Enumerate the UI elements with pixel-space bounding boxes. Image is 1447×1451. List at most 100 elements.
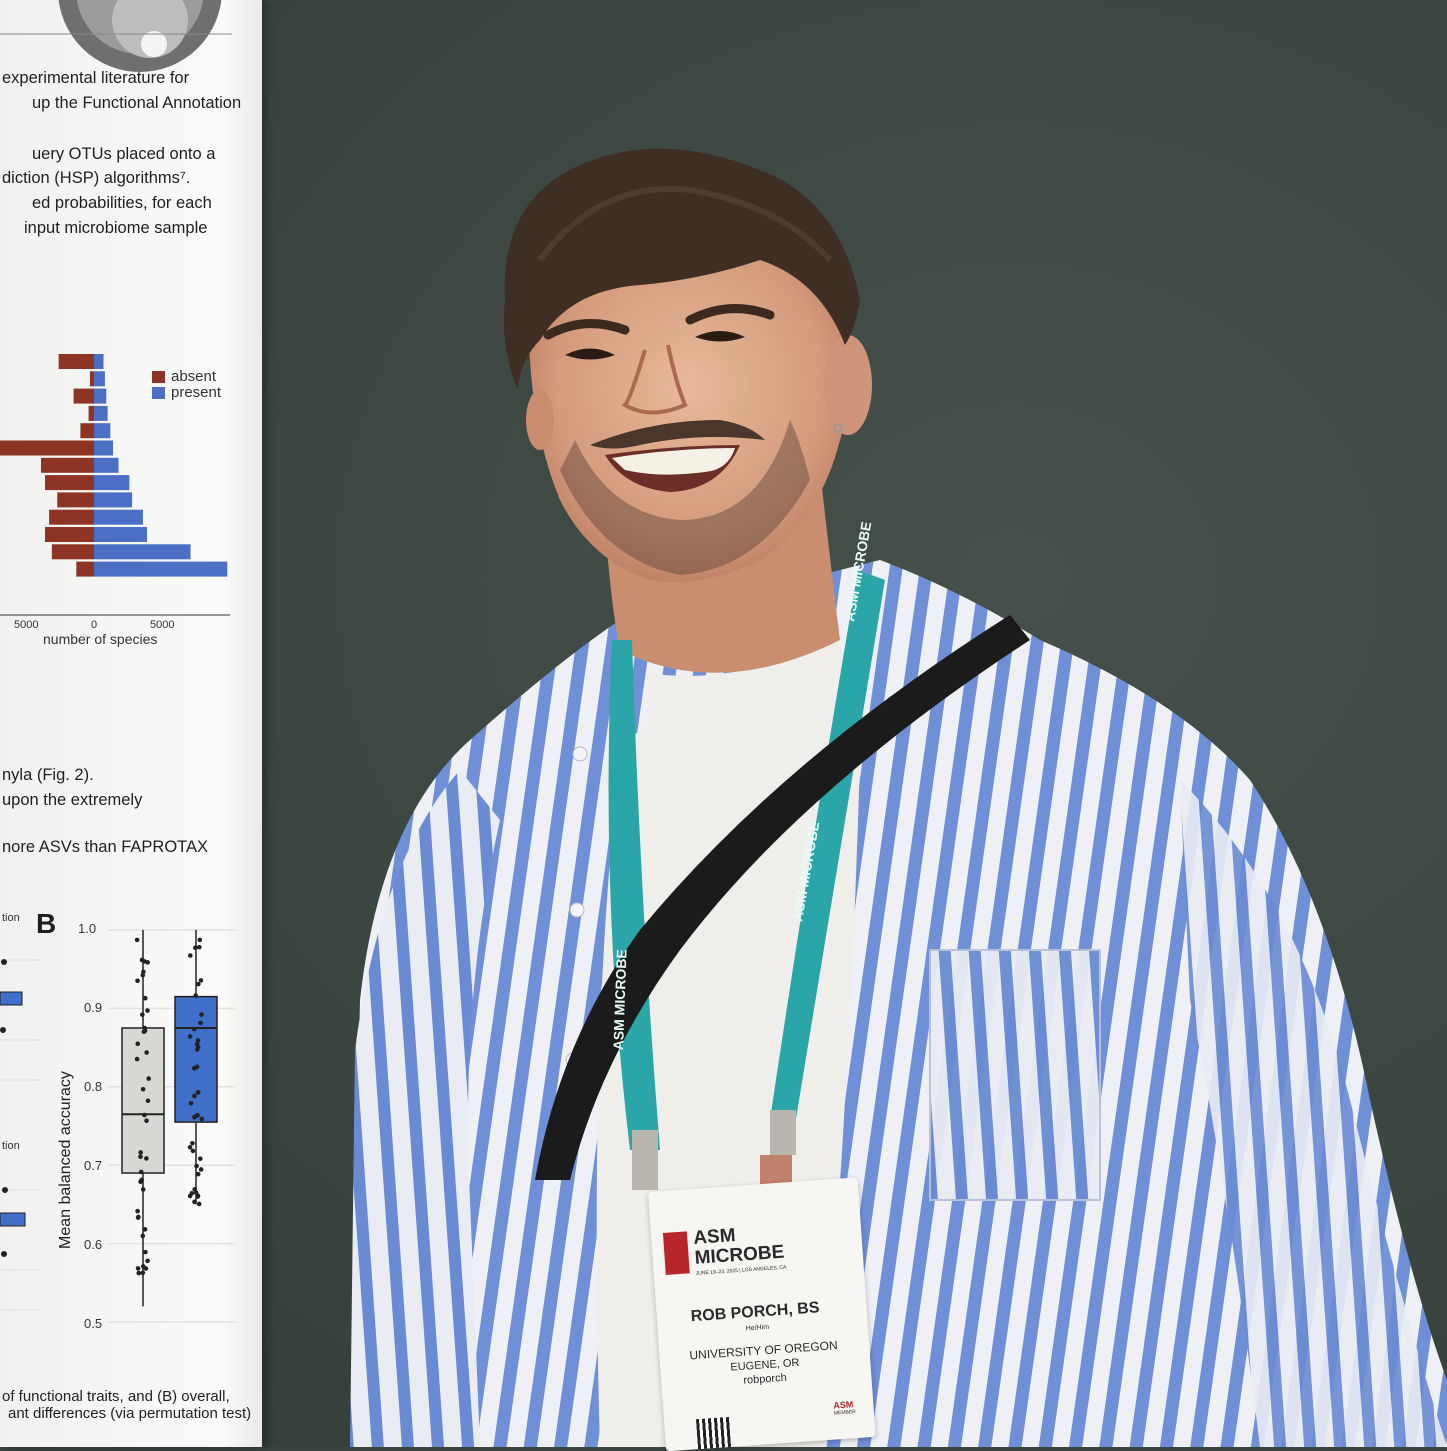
box-point [194,1163,199,1169]
bar-absent [45,475,94,491]
y-tick-label: 0.7 [84,1158,103,1173]
box-point [142,995,148,1001]
box-point [187,1034,193,1039]
x-tick-label: 5000 [150,619,175,631]
box-point [197,937,203,943]
box-point [195,1112,200,1118]
poster-text-line: experimental literature for [2,69,190,87]
bar-present [94,440,114,456]
box-point [142,1028,148,1034]
box-point [193,993,198,998]
box-point [139,1177,144,1183]
box-point [142,1227,148,1232]
bar-absent [57,492,94,508]
badge-name: ROB PORCH, BS [690,1299,820,1326]
box-point [198,978,204,983]
box-point [136,1214,141,1220]
box-point [145,1098,151,1104]
bar-absent [51,544,94,560]
box-point [135,1041,141,1047]
box-point [140,1187,146,1192]
box-point [144,1050,149,1055]
bar-absent [76,561,94,577]
box-point [140,1012,145,1017]
box-point [143,1249,148,1255]
y-tick-label: 0.8 [84,1079,103,1094]
box-point [140,972,146,978]
box-point [144,1156,149,1161]
box-point [138,1150,143,1155]
panel-label-b: B [36,908,57,939]
poster-text-line: diction (HSP) algorithms⁷. [2,169,191,187]
box-point [136,1270,142,1276]
accuracy-boxplot [108,929,235,1323]
box-point [140,1270,146,1276]
box-point [142,1112,147,1118]
box-point [140,1264,146,1269]
box-point [134,937,140,943]
box-point [138,1169,144,1175]
box-point [193,1190,199,1195]
y-tick-label: 0.5 [84,1316,103,1331]
legend-absent-swatch [152,371,165,383]
asm-logo-icon [662,1231,690,1275]
box-point [198,1020,203,1026]
bar-absent [45,527,94,542]
bar-present [94,492,133,508]
poster-text-line: upon the extremely [2,791,143,809]
box-point [145,1008,150,1013]
y-tick-label: 1.0 [78,921,97,936]
bar-absent [88,405,94,421]
poster-top-diagram [0,0,232,72]
box-point [192,1093,197,1099]
bag-strap [535,615,1030,1180]
research-poster: experimental literature for up the Funct… [0,0,262,1447]
box-point [199,1012,204,1017]
box-point [196,1201,202,1207]
poster-text-line: nore ASVs than FAPROTAX [2,838,209,856]
box-point [199,1116,205,1122]
box-point [190,1148,196,1154]
bar-absent [73,388,94,404]
qr-code-icon [695,1416,732,1450]
poster-caption-line: of functional traits, and (B) overall, [2,1388,230,1405]
bar-absent [49,509,94,525]
box-body [121,1027,165,1174]
bar-present [94,475,130,491]
legend-absent-label: absent [171,368,217,385]
poster-text-line: uery OTUs placed onto a [32,145,216,163]
box-point [198,1167,204,1172]
box-point [193,945,198,951]
box-point [190,1140,195,1146]
box-point [188,1100,194,1106]
species-bar-chart [0,354,230,616]
bar-present [94,423,111,439]
badge-member-sub: MEMBER [833,1409,857,1417]
badge-city: EUGENE, OR [730,1356,800,1374]
box-point [145,1258,150,1264]
box-point [138,1154,143,1160]
bar-present [94,371,105,387]
bar-absent [58,354,94,369]
lanyard-text: ASM MICROBE [610,948,630,1051]
bar-present [94,457,119,473]
bar-absent [40,457,94,473]
box-point [191,1026,197,1032]
box-point [146,1076,151,1081]
badge-handle: robporch [742,1371,788,1387]
box-point [195,1171,201,1177]
bar-present [94,354,104,369]
x-tick-label: 0 [91,619,98,631]
poster-text-line: nyla (Fig. 2). [2,766,94,784]
x-axis-label: number of species [43,631,158,647]
box-body [174,995,218,1123]
box-point [195,1194,200,1199]
box-point [135,1208,140,1214]
box-point [134,1056,140,1062]
box-point [195,1038,201,1043]
bar-present [94,561,228,577]
badge-pronouns: He/Him [745,1323,770,1333]
y-tick-label: 0.9 [84,1000,103,1015]
legend-present-label: present [171,384,222,401]
bar-present [94,544,191,560]
